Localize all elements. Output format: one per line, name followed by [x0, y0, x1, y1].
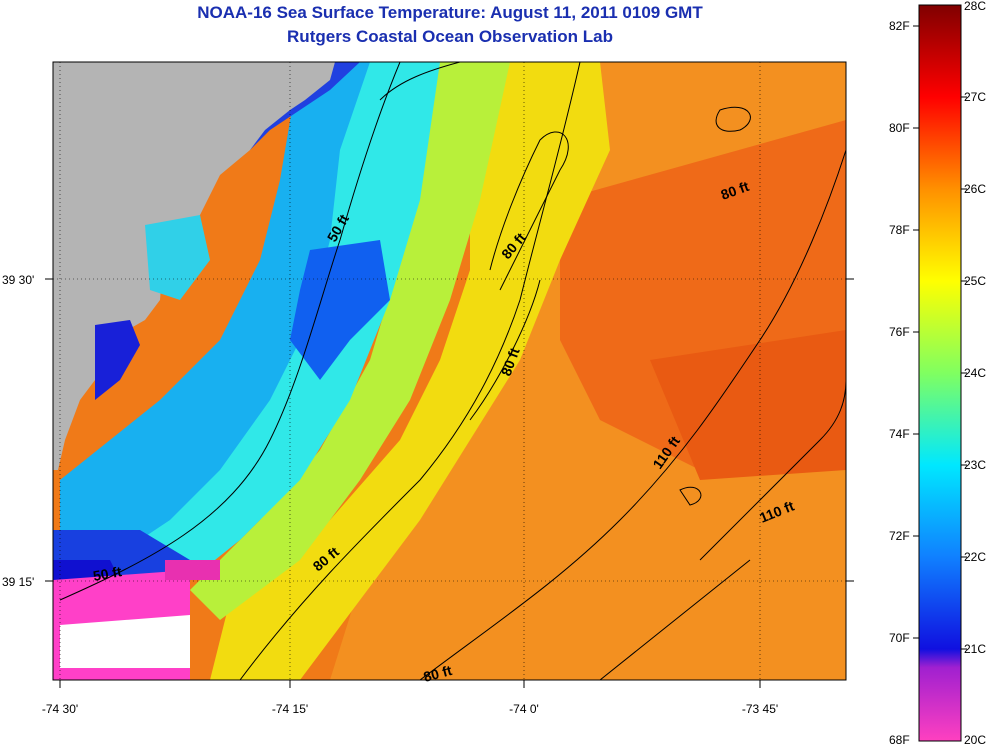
colorbar — [918, 4, 962, 742]
axis-ticks — [45, 278, 854, 688]
map-subtitle: Rutgers Coastal Ocean Observation Lab — [287, 27, 613, 46]
colorbar-f-label: 76F — [889, 325, 910, 339]
colorbar-ticks — [913, 25, 967, 650]
colorbar-c-label: 24C — [964, 366, 987, 380]
colorbar-c-label: 27C — [964, 90, 987, 104]
colorbar-f-label: 82F — [889, 19, 910, 33]
depth-contours — [59, 62, 846, 680]
colorbar-c-label: 20C — [964, 733, 987, 747]
longitude-label: -74 0' — [509, 702, 539, 716]
contour-label: 80 ft — [422, 662, 454, 685]
graticule — [53, 62, 846, 680]
colorbar-f-label: 74F — [889, 427, 910, 441]
colorbar-f-label: 68F — [889, 733, 910, 747]
longitude-label: -74 15' — [271, 702, 309, 716]
colorbar-c-label: 25C — [964, 274, 987, 288]
latitude-label: 39 30' — [2, 273, 35, 287]
sst-field — [53, 62, 846, 680]
contour-label: 50 ft — [92, 563, 123, 584]
map-frame — [52, 61, 847, 681]
map-title: NOAA-16 Sea Surface Temperature: August … — [197, 3, 703, 22]
colorbar-c-label: 21C — [964, 642, 987, 656]
contour-labels: 50 ft 50 ft 80 ft 80 ft 80 ft 80 ft 80 f… — [92, 178, 797, 685]
colorbar-c-label: 28C — [964, 0, 987, 13]
colorbar-f-label: 80F — [889, 121, 910, 135]
colorbar-c-label: 26C — [964, 182, 987, 196]
longitude-label: -73 45' — [741, 702, 779, 716]
colorbar-f-label: 78F — [889, 223, 910, 237]
colorbar-f-label: 72F — [889, 529, 910, 543]
colorbar-f-label: 70F — [889, 631, 910, 645]
colorbar-c-label: 22C — [964, 550, 987, 564]
longitude-label: -74 30' — [41, 702, 79, 716]
latitude-label: 39 15' — [2, 575, 35, 589]
colorbar-c-label: 23C — [964, 458, 987, 472]
